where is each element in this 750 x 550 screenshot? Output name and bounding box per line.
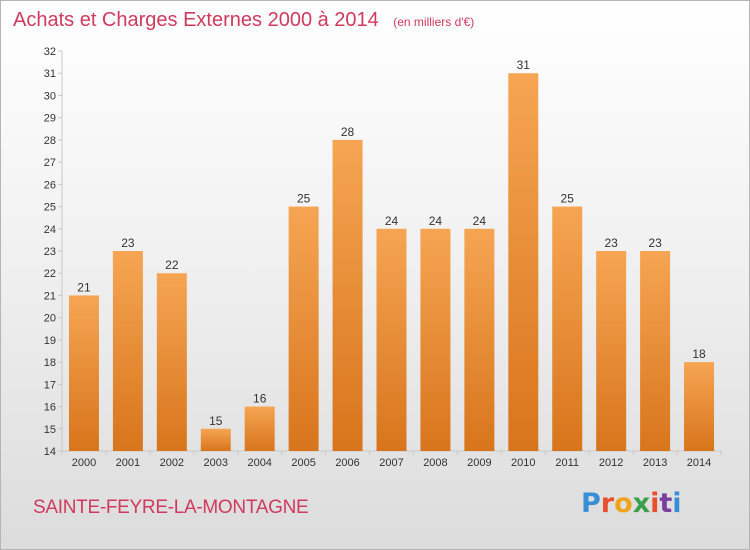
x-tick-label: 2007 — [379, 457, 403, 469]
x-tick-label: 2008 — [423, 457, 447, 469]
chart-subtitle: (en milliers d'€) — [393, 15, 475, 29]
logo-letter: r — [600, 488, 615, 519]
x-tick-label: 2010 — [511, 457, 535, 469]
bar-value-label: 18 — [692, 347, 706, 361]
x-tick-label: 2009 — [467, 457, 491, 469]
y-tick-label: 25 — [44, 202, 56, 214]
logo-letter: x — [632, 488, 651, 519]
y-tick-label: 23 — [44, 246, 56, 258]
city-name: SAINTE-FEYRE-LA-MONTAGNE — [33, 497, 309, 518]
y-tick-label: 22 — [44, 268, 56, 280]
x-tick-label: 2003 — [204, 457, 228, 469]
x-tick-label: 2002 — [160, 457, 184, 469]
y-tick-label: 16 — [44, 402, 56, 414]
x-tick-label: 2001 — [116, 457, 140, 469]
bar-2009 — [464, 228, 495, 451]
bar-2004 — [244, 406, 275, 451]
bar-2006 — [332, 139, 363, 451]
y-tick-label: 18 — [44, 357, 56, 369]
chart-title: Achats et Charges Externes 2000 à 2014 — [13, 9, 379, 31]
bar-value-label: 21 — [77, 280, 91, 294]
bars: 21 23 22 15 16 25 28 24 24 24 31 25 23 23 18 — [68, 58, 715, 451]
bar-value-label: 24 — [429, 214, 443, 228]
bar-2007 — [376, 228, 407, 451]
y-tick-label: 26 — [44, 179, 56, 191]
bar-2014 — [684, 362, 715, 451]
y-tick-label: 27 — [44, 157, 56, 169]
x-tick-label: 2013 — [643, 457, 667, 469]
logo-letter: o — [614, 488, 633, 519]
x-tick-label: 2000 — [72, 457, 96, 469]
x-tick-label: 2012 — [599, 457, 623, 469]
y-axis: 14 15 16 17 18 19 20 21 22 23 24 25 26 27 28 29 30 31 32 — [44, 46, 63, 458]
bar-2005 — [288, 206, 319, 451]
y-tick-label: 17 — [44, 379, 56, 391]
bar-value-label: 22 — [165, 258, 179, 272]
y-tick-label: 19 — [44, 335, 56, 347]
y-tick-label: 28 — [44, 135, 56, 147]
bar-2011 — [552, 206, 583, 451]
bar-value-label: 23 — [604, 236, 618, 250]
bar-value-label: 28 — [341, 125, 355, 139]
bar-value-label: 16 — [253, 392, 267, 406]
y-tick-label: 20 — [44, 313, 56, 325]
bar-2002 — [156, 273, 187, 451]
logo-letter: t — [659, 488, 673, 519]
bar-2000 — [68, 295, 99, 451]
bar-value-label: 31 — [517, 58, 531, 72]
bar-value-label: 24 — [385, 214, 399, 228]
bar-2008 — [420, 228, 451, 451]
bar-value-label: 15 — [209, 414, 223, 428]
bar-value-label: 24 — [473, 214, 487, 228]
bar-2010 — [508, 73, 539, 451]
y-tick-label: 31 — [44, 68, 56, 80]
logo-letter: i — [672, 488, 682, 519]
y-tick-label: 21 — [44, 290, 56, 302]
y-tick-label: 15 — [44, 424, 56, 436]
x-tick-label: 2011 — [555, 457, 579, 469]
y-tick-label: 29 — [44, 113, 56, 125]
x-tick-label: 2005 — [291, 457, 315, 469]
y-tick-label: 14 — [44, 446, 56, 458]
y-tick-label: 24 — [44, 224, 56, 236]
y-tick-label: 32 — [44, 46, 56, 58]
bar-value-label: 23 — [648, 236, 662, 250]
x-tick-label: 2014 — [687, 457, 711, 469]
x-tick-label: 2004 — [247, 457, 271, 469]
logo-letter: i — [650, 488, 660, 519]
bar-2013 — [640, 251, 671, 451]
proxiti-logo: Proxiti — [581, 488, 682, 519]
logo-letter: P — [581, 488, 601, 519]
bar-value-label: 25 — [297, 192, 311, 206]
bar-value-label: 23 — [121, 236, 135, 250]
y-tick-label: 30 — [44, 90, 56, 102]
bar-2001 — [112, 251, 143, 451]
title-row: Achats et Charges Externes 2000 à 2014 (… — [13, 9, 474, 32]
bar-value-label: 25 — [561, 192, 575, 206]
x-tick-label: 2006 — [335, 457, 359, 469]
bar-2003 — [200, 428, 231, 451]
bar-2012 — [596, 251, 627, 451]
x-axis: 2000 2001 2002 2003 2004 2005 2006 2007 2008 2009… — [61, 450, 722, 469]
